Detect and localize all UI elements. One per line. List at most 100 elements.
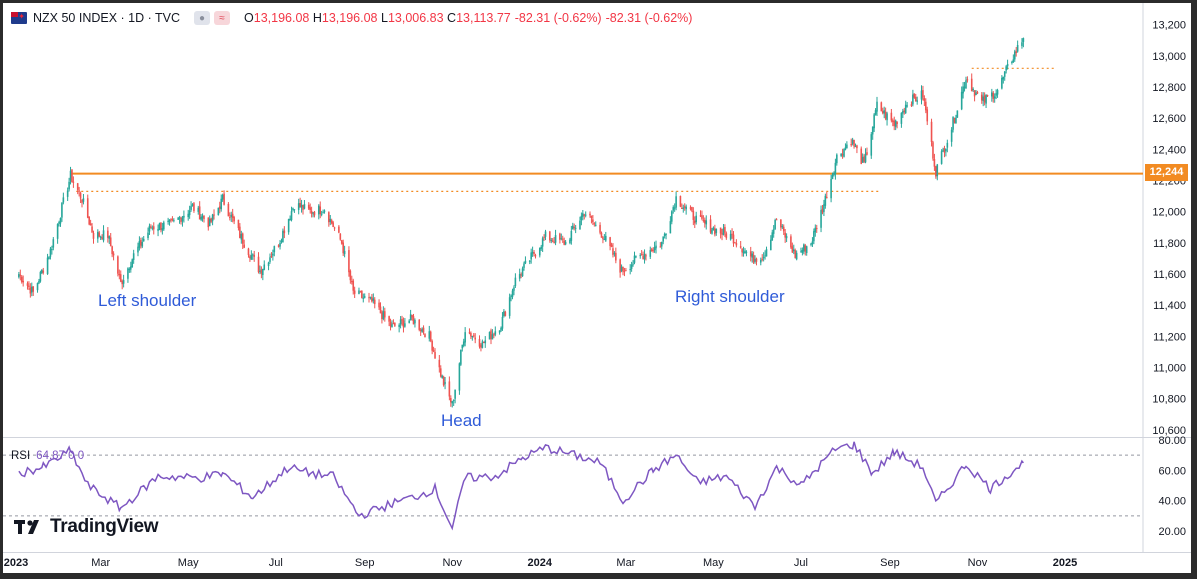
candle-body — [643, 253, 646, 260]
candle-body — [508, 297, 511, 316]
compare-icon[interactable]: ≈ — [214, 11, 231, 25]
candle-body — [49, 248, 52, 257]
brand-name: TradingView — [50, 516, 159, 537]
candle-body — [89, 223, 92, 226]
candle-body — [434, 351, 436, 359]
candle-body — [759, 259, 762, 263]
candle-body — [28, 285, 30, 287]
candle-body — [338, 226, 340, 233]
candle-body — [381, 312, 383, 320]
price-tick-label: 11,800 — [1153, 238, 1186, 250]
candle-body — [313, 211, 316, 216]
candle-body — [731, 233, 733, 235]
change-value: -82.31 (-0.62%) — [514, 11, 602, 25]
candle-body — [181, 217, 184, 222]
candle-body — [183, 215, 185, 218]
eye-toggle-icon[interactable]: ● — [194, 11, 211, 25]
candle-body — [188, 210, 191, 216]
candle-body — [322, 212, 324, 214]
candle-body — [131, 259, 134, 268]
candle-body — [229, 217, 231, 219]
candle-body — [444, 382, 446, 384]
candle-body — [150, 226, 152, 228]
candle-body — [79, 192, 82, 199]
candle-body — [200, 217, 202, 220]
candle-body — [910, 104, 913, 106]
candle-body — [741, 249, 743, 253]
chart-canvas[interactable]: 13,20013,00012,80012,60012,40012,20012,0… — [3, 3, 1191, 573]
candle-body — [299, 202, 301, 208]
candle-body — [820, 210, 822, 228]
symbol-title[interactable]: NZX 50 INDEX · 1D · TVC — [33, 11, 181, 25]
candle-body — [339, 233, 342, 240]
candle-body — [553, 241, 555, 243]
candle-body — [272, 253, 274, 256]
candle-body — [579, 220, 581, 230]
candle-body — [528, 260, 531, 262]
candle-body — [600, 232, 603, 238]
candle-body — [292, 208, 294, 210]
candle-body — [503, 311, 505, 317]
candle-body — [243, 244, 245, 248]
candle-body — [570, 230, 573, 241]
candle-body — [652, 250, 654, 252]
candle-body — [409, 314, 412, 321]
candle-body — [962, 86, 964, 94]
candle-body — [538, 248, 541, 256]
candle-body — [119, 274, 122, 282]
candle-body — [52, 239, 55, 248]
candle-body — [76, 183, 79, 190]
tradingview-logo[interactable]: TradingView — [14, 516, 159, 538]
candle-body — [662, 236, 664, 242]
candle-body — [980, 94, 983, 101]
candle-body — [715, 228, 718, 233]
candle-body — [945, 148, 947, 152]
candle-body — [424, 334, 426, 338]
candle-body — [672, 207, 675, 211]
candle-body — [649, 250, 652, 257]
candle-body — [996, 90, 999, 95]
candle-body — [563, 240, 565, 245]
candle-body — [56, 224, 59, 239]
candle-body — [157, 229, 159, 231]
candle-body — [983, 95, 986, 103]
candle-body — [982, 96, 985, 101]
time-tick-label: Mar — [616, 557, 635, 569]
low-value: 13,006.83 — [387, 11, 444, 25]
candle-body — [602, 237, 604, 239]
candle-body — [170, 219, 172, 221]
candle-body — [623, 271, 626, 273]
candle-body — [794, 250, 797, 258]
time-tick-label: Sep — [355, 557, 375, 569]
candle-body — [173, 220, 175, 222]
candle-body — [724, 226, 726, 233]
candle-body — [160, 222, 162, 230]
candle-body — [592, 219, 594, 223]
candle-body — [543, 236, 545, 238]
candle-body — [391, 324, 393, 328]
candle-body — [101, 237, 103, 240]
candle-body — [384, 311, 386, 318]
candle-body — [876, 101, 878, 112]
candle-body — [574, 227, 577, 229]
candle-body — [42, 270, 45, 273]
candle-body — [881, 110, 884, 114]
candle-body — [287, 219, 290, 233]
candle-body — [935, 166, 937, 177]
candle-body — [198, 206, 201, 220]
rsi-tick-label: 60.00 — [1158, 465, 1186, 477]
left-shoulder-label: Left shoulder — [98, 291, 197, 310]
candle-body — [642, 255, 644, 260]
candle-body — [719, 227, 722, 234]
candle-body — [59, 218, 62, 224]
candle-body — [340, 240, 343, 244]
candle-body — [66, 190, 69, 197]
candle-body — [332, 222, 334, 228]
candle-body — [834, 162, 837, 175]
candle-body — [711, 230, 713, 234]
candle-body — [580, 215, 583, 221]
candle-body — [785, 236, 788, 239]
candle-body — [501, 316, 504, 329]
head-label: Head — [441, 411, 482, 430]
candle-body — [282, 230, 284, 243]
